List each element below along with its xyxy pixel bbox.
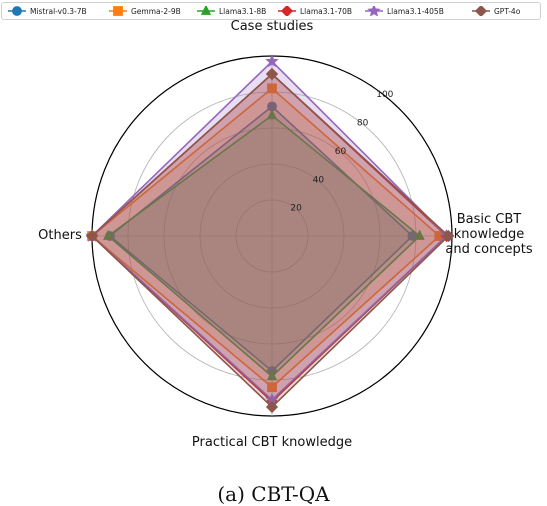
series-area bbox=[92, 74, 449, 407]
radar-series bbox=[85, 54, 455, 414]
legend-label: Mistral-v0.3-7B bbox=[30, 6, 87, 16]
legend-swatch bbox=[197, 6, 215, 15]
data-point bbox=[265, 67, 279, 81]
legend-item: Llama3.1-70B bbox=[278, 3, 352, 19]
series-llama3-1-8b bbox=[103, 109, 425, 381]
radial-tick-label: 60 bbox=[335, 147, 347, 157]
axis-label-line: and concepts bbox=[445, 242, 533, 257]
data-point bbox=[85, 229, 99, 243]
legend-marker bbox=[113, 6, 123, 16]
series-gpt-4o bbox=[85, 67, 455, 414]
data-point bbox=[267, 83, 277, 94]
data-point bbox=[265, 400, 279, 414]
axis-label-line: Basic CBT bbox=[456, 212, 522, 227]
radial-tick-labels: 20 40 60 80 100 bbox=[290, 90, 393, 213]
axis-label: Case studies bbox=[212, 19, 332, 34]
legend-label: Llama3.1-8B bbox=[219, 6, 267, 16]
legend-label: Llama3.1-70B bbox=[300, 6, 353, 16]
radial-tick-label: 80 bbox=[357, 119, 369, 129]
series-area bbox=[92, 88, 440, 388]
legend-item: Llama3.1-405B bbox=[365, 3, 444, 19]
axis-label-line: knowledge bbox=[453, 227, 525, 242]
legend-marker bbox=[474, 6, 488, 16]
legend-item: Mistral-v0.3-7B bbox=[8, 3, 87, 19]
figure-caption: (a) CBT-QA bbox=[217, 482, 330, 506]
legend-swatch bbox=[8, 6, 26, 16]
series-area bbox=[92, 61, 447, 400]
axis-label-line: Case studies bbox=[230, 19, 314, 34]
axis-label: Others bbox=[30, 228, 90, 243]
radial-tick-label: 40 bbox=[313, 175, 325, 185]
legend-item: GPT-4o bbox=[472, 3, 520, 19]
legend-label: Gemma-2-9B bbox=[131, 6, 181, 16]
legend-swatch bbox=[278, 6, 296, 16]
axis-label-line: Practical CBT knowledge bbox=[191, 435, 353, 450]
data-point bbox=[414, 229, 425, 240]
data-point bbox=[265, 54, 279, 68]
legend-label: Llama3.1-405B bbox=[387, 6, 444, 16]
axis-label: Basic CBT knowledge and concepts bbox=[434, 212, 544, 257]
legend-swatch bbox=[109, 6, 127, 16]
data-point bbox=[103, 229, 114, 240]
legend-marker bbox=[200, 6, 212, 15]
legend-swatch bbox=[472, 6, 490, 16]
legend: Mistral-v0.3-7B Gemma-2-9B Llama3.1-8B Llam… bbox=[1, 2, 541, 20]
radial-tick-label: 100 bbox=[376, 90, 393, 100]
data-point bbox=[267, 382, 277, 393]
legend-marker bbox=[367, 6, 381, 16]
data-point bbox=[266, 109, 278, 120]
series-area bbox=[110, 106, 413, 372]
legend-label: GPT-4o bbox=[494, 6, 521, 16]
legend-marker bbox=[280, 6, 294, 16]
legend-item: Gemma-2-9B bbox=[109, 3, 181, 19]
legend-marker bbox=[12, 6, 22, 16]
radial-tick-label: 20 bbox=[290, 204, 302, 214]
axis-label: Practical CBT knowledge bbox=[172, 435, 372, 450]
data-point bbox=[442, 229, 455, 243]
data-point bbox=[266, 370, 278, 381]
axis-label-line: Others bbox=[38, 228, 82, 243]
series-area bbox=[108, 115, 420, 377]
legend-item: Llama3.1-8B bbox=[197, 3, 266, 19]
legend-swatch bbox=[365, 6, 383, 16]
